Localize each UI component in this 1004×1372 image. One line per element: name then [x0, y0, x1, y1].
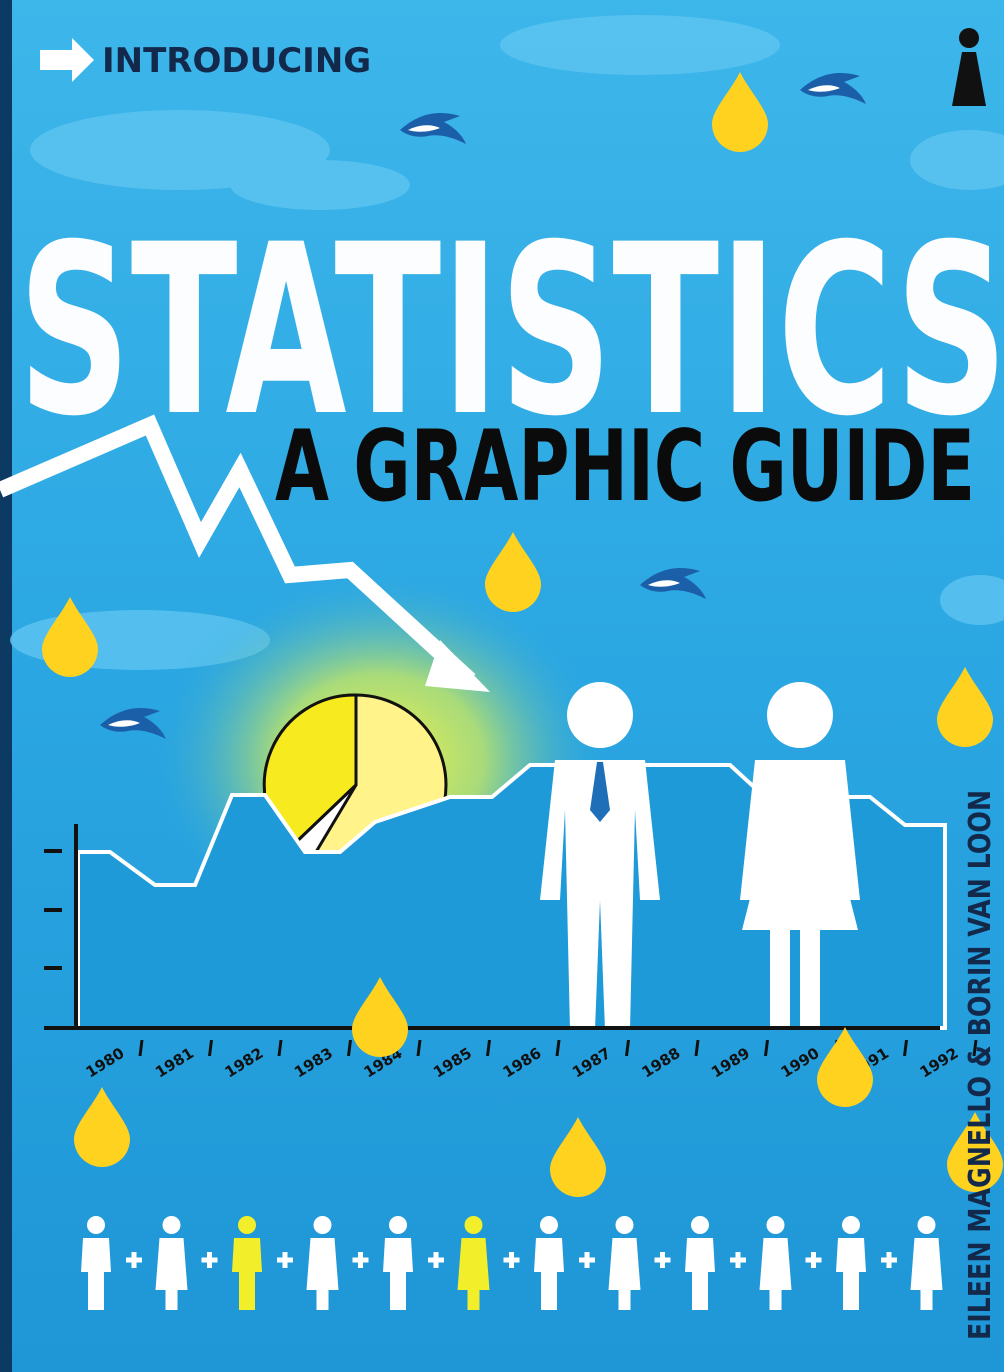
spine-edge	[0, 0, 12, 1372]
year-tick	[140, 1040, 142, 1056]
head	[616, 1216, 634, 1234]
head	[842, 1216, 860, 1234]
book-cover: INTRODUCING STATISTICS A GRAPHIC GUIDE 1…	[0, 0, 1004, 1372]
year-tick	[627, 1040, 629, 1056]
head	[87, 1216, 105, 1234]
year-tick	[279, 1040, 281, 1056]
authors: EILEEN MAGNELLO & BORIN VAN LOON	[963, 790, 998, 1340]
head	[767, 1216, 785, 1234]
head	[465, 1216, 483, 1234]
year-tick	[557, 1040, 559, 1056]
head	[918, 1216, 936, 1234]
year-tick	[905, 1040, 907, 1056]
head	[238, 1216, 256, 1234]
subtitle: A GRAPHIC GUIDE	[275, 410, 975, 524]
year-tick	[349, 1040, 351, 1056]
head	[540, 1216, 558, 1234]
head	[691, 1216, 709, 1234]
head	[314, 1216, 332, 1234]
year-tick	[210, 1040, 212, 1056]
year-tick	[488, 1040, 490, 1056]
page: INTRODUCING STATISTICS A GRAPHIC GUIDE 1…	[0, 0, 1004, 1372]
year-tick	[418, 1040, 420, 1056]
series-label: INTRODUCING	[102, 41, 371, 81]
head	[389, 1216, 407, 1234]
year-tick	[696, 1040, 698, 1056]
head	[163, 1216, 181, 1234]
year-tick	[766, 1040, 768, 1056]
